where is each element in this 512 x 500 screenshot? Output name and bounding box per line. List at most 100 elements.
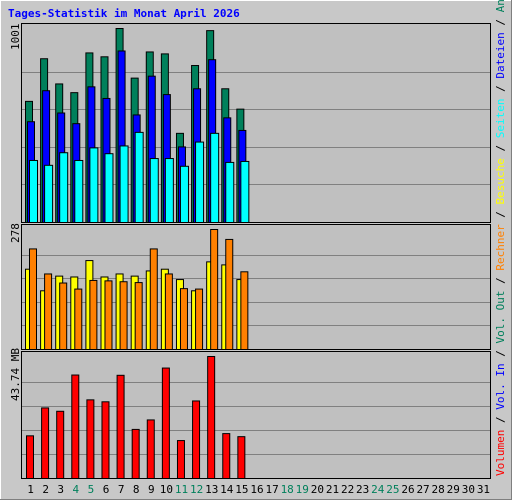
x-tick-label: 2 xyxy=(42,483,49,496)
bar-volumen xyxy=(192,400,201,479)
legend-segment: / xyxy=(494,410,507,430)
x-axis-day-labels: 1 2 3 4 5 6 7 8 9 10 11 12 13 14 15 16 17 18 19 20 21 22 23 24 2… xyxy=(27,483,490,496)
x-tick-label: 9 xyxy=(148,483,155,496)
bar-rechner xyxy=(44,273,53,350)
legend-segment: Besuche xyxy=(494,158,507,204)
bar-rechner xyxy=(29,248,37,350)
bar-seiten xyxy=(74,159,84,224)
bar-rechner xyxy=(59,282,68,350)
bar-rechner xyxy=(240,271,249,350)
x-tick-label: 1 xyxy=(27,483,34,496)
bar-volumen xyxy=(176,440,185,480)
bar-seiten xyxy=(59,152,69,223)
legend-segment: Anfragen xyxy=(494,0,507,12)
bar-seiten xyxy=(119,145,129,223)
legend-segment: / xyxy=(494,271,507,291)
x-tick-label: 29 xyxy=(447,483,460,496)
bar-rechner xyxy=(179,288,188,350)
x-tick-label: 7 xyxy=(118,483,125,496)
bar-rechner xyxy=(195,288,204,351)
x-tick-label: 20 xyxy=(311,483,324,496)
x-tick-label: 28 xyxy=(432,483,445,496)
grid-lines xyxy=(22,72,490,455)
x-tick-label: 21 xyxy=(326,483,339,496)
panel-volume xyxy=(21,351,491,479)
y-max-label-visits: 278 xyxy=(9,223,22,243)
bar-seiten xyxy=(44,164,54,224)
x-tick-label: 22 xyxy=(341,483,354,496)
bar-volumen xyxy=(207,356,216,479)
legend-segment: / xyxy=(494,204,507,224)
x-tick-label: 31 xyxy=(477,483,490,496)
x-tick-label: 25 xyxy=(386,483,399,496)
bar-rechner xyxy=(104,280,113,351)
x-tick-label: 23 xyxy=(356,483,369,496)
bar-seiten xyxy=(89,147,99,223)
legend-segment: Dateien xyxy=(494,32,507,78)
legend-segment: Vol. In xyxy=(494,363,507,409)
panel-requests xyxy=(21,23,491,223)
bar-seiten xyxy=(225,161,235,223)
legend-segment: Rechner xyxy=(494,224,507,271)
bar-seiten xyxy=(195,141,205,224)
bar-volumen xyxy=(86,399,95,479)
bar-seiten xyxy=(29,159,38,224)
bar-volumen xyxy=(101,401,110,479)
bar-rechner xyxy=(149,248,158,350)
bar-seiten xyxy=(210,132,220,223)
chart-title: Tages-Statistik im Monat April 2026 xyxy=(8,7,240,20)
bar-volumen xyxy=(41,407,50,479)
bar-volumen xyxy=(237,436,246,479)
x-tick-label: 30 xyxy=(462,483,475,496)
y-max-label-requests: 1001 xyxy=(9,24,22,51)
legend-segment: / xyxy=(494,138,507,158)
x-tick-label: 24 xyxy=(371,483,385,496)
x-tick-label: 8 xyxy=(133,483,140,496)
bar-volumen xyxy=(116,374,125,479)
bar-volumen xyxy=(131,428,140,479)
x-tick-label: 11 xyxy=(175,483,188,496)
x-tick-label: 4 xyxy=(73,483,80,496)
legend-segment: Volumen xyxy=(494,430,507,476)
panel-visits xyxy=(21,224,491,350)
x-tick-label: 13 xyxy=(205,483,218,496)
x-tick-label: 17 xyxy=(265,483,278,496)
bar-rechner xyxy=(225,238,234,350)
bar-rechner xyxy=(89,279,98,350)
legend-segment: / xyxy=(494,79,507,99)
bar-rechner xyxy=(164,273,173,350)
x-tick-label: 12 xyxy=(190,483,203,496)
x-tick-label: 18 xyxy=(281,483,294,496)
bar-seiten xyxy=(134,131,144,224)
y-max-label-volume: 43.74 MB xyxy=(9,348,22,401)
bar-marks xyxy=(25,28,250,480)
bar-seiten xyxy=(179,165,189,223)
x-tick-label: 27 xyxy=(416,483,429,496)
legend-segment: Seiten xyxy=(494,98,507,138)
bar-seiten xyxy=(240,160,250,223)
x-tick-label: 3 xyxy=(57,483,64,496)
bar-rechner xyxy=(119,281,128,351)
x-tick-label: 16 xyxy=(250,483,263,496)
bar-seiten xyxy=(164,158,174,224)
bar-volumen xyxy=(161,367,170,480)
bar-rechner xyxy=(134,282,143,351)
bar-volumen xyxy=(56,410,65,479)
bar-volumen xyxy=(222,433,231,480)
x-tick-label: 15 xyxy=(235,483,248,496)
bar-seiten xyxy=(104,153,114,224)
bar-volumen xyxy=(146,419,155,479)
legend-segment: Vol. Out xyxy=(494,291,507,344)
x-tick-label: 5 xyxy=(88,483,95,496)
x-tick-label: 19 xyxy=(296,483,309,496)
bar-seiten xyxy=(149,158,159,224)
x-tick-label: 26 xyxy=(401,483,414,496)
right-legend: Volumen / Vol. In / Vol. Out / Rechner /… xyxy=(494,0,507,476)
bar-volumen xyxy=(71,374,80,480)
x-tick-label: 10 xyxy=(160,483,173,496)
legend-segment: / xyxy=(494,344,507,364)
bar-rechner xyxy=(74,288,83,351)
bar-volumen xyxy=(26,435,34,479)
